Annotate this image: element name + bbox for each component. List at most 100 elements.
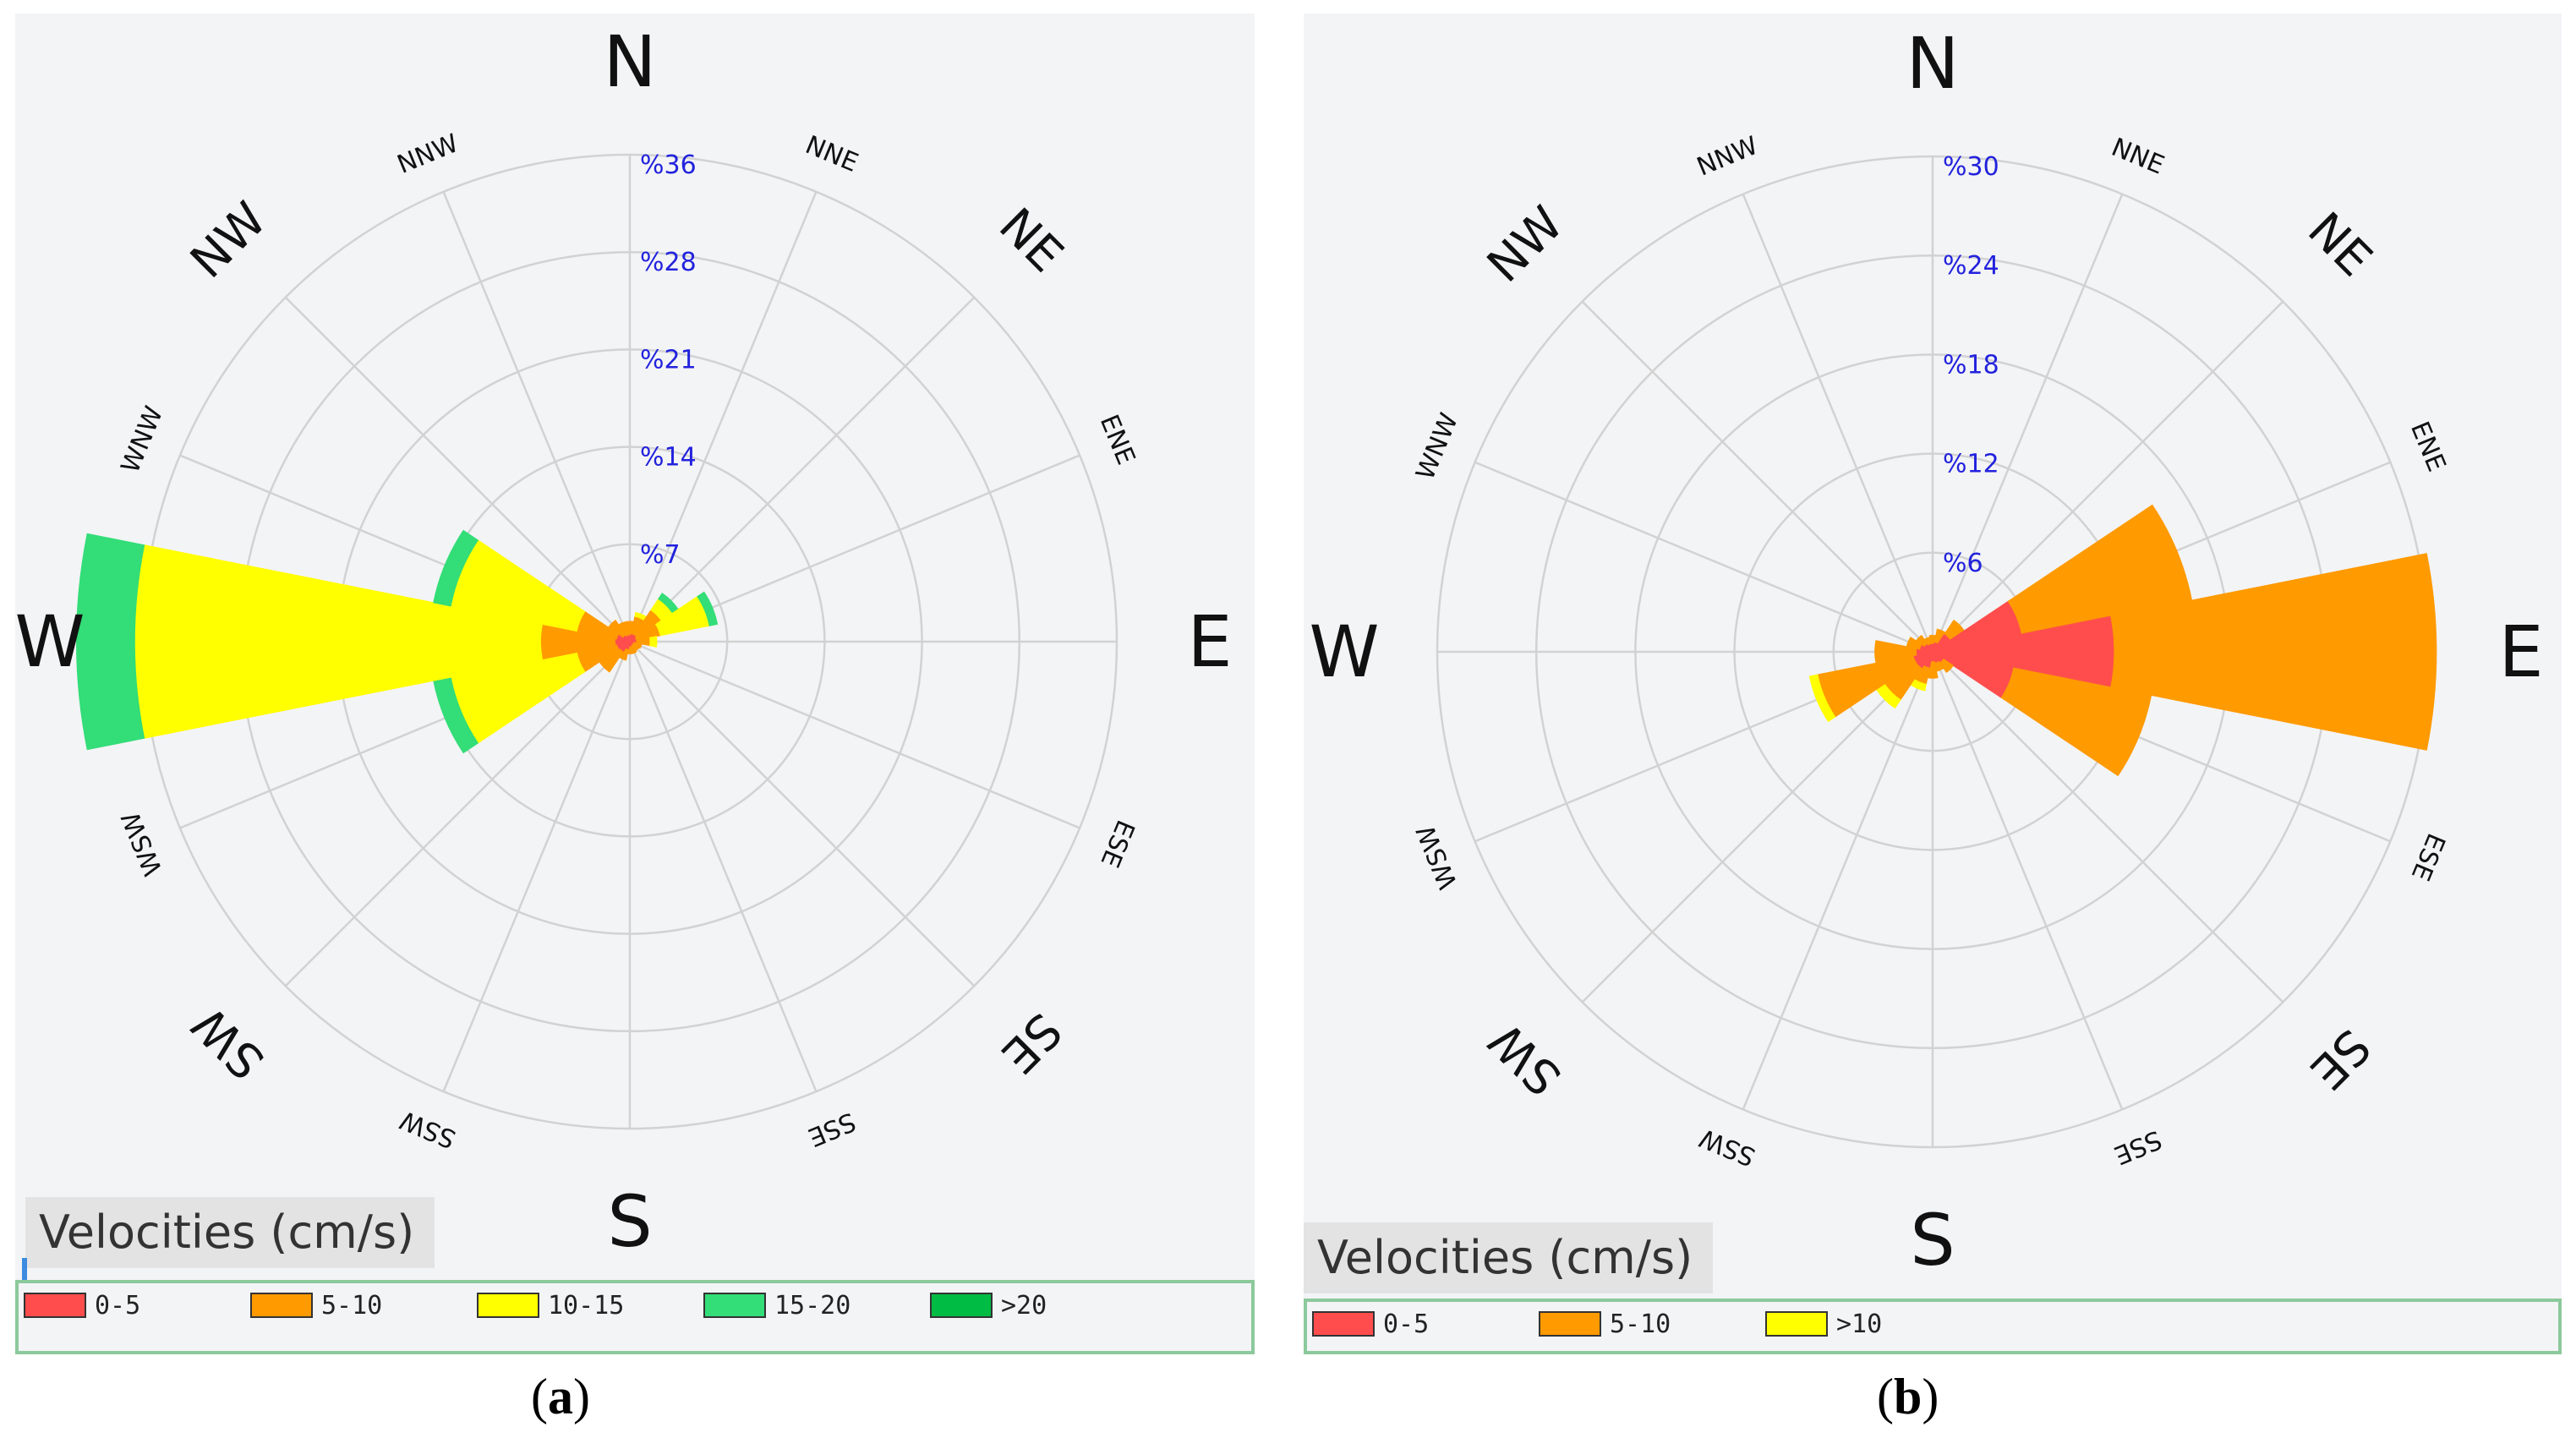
velocities-title: Velocities (cm/s) xyxy=(1304,1222,1714,1293)
wind-rose-chart-b: %6 %12 %18 %24 %30 N NNE NE ENE E ESE SE SSE S SSW SW WS… xyxy=(1309,22,2543,1282)
direction-label: ENE xyxy=(1094,411,1140,469)
direction-label: SSW xyxy=(1695,1123,1759,1172)
radial-tick-label: %28 xyxy=(640,248,697,277)
grid-spoke xyxy=(1932,300,2284,653)
bar-NNW-5-10 xyxy=(1923,637,1932,646)
bar-WSW->10 xyxy=(1808,674,1836,723)
direction-label: WNW xyxy=(116,402,170,478)
wind-rose-chart-a: %7 %14 %21 %28 %36 N NNE NE ENE E ESE SE SSE S SSW SW WS… xyxy=(15,20,1233,1263)
direction-label: SSW xyxy=(396,1104,460,1153)
polar-grid xyxy=(1436,155,2430,1149)
legend-item: >20 xyxy=(930,1288,1047,1322)
direction-label: NNE xyxy=(2107,133,2168,181)
direction-label: SSE xyxy=(2110,1124,2166,1170)
direction-label: SW xyxy=(182,996,275,1089)
wind-rose-panel-b: %6 %12 %18 %24 %30 N NNE NE ENE E ESE SE SSE S SSW SW WS… xyxy=(1304,14,2562,1354)
legend-label: 15-20 xyxy=(774,1290,851,1321)
grid-spoke xyxy=(1742,651,1934,1110)
direction-label: WNW xyxy=(1410,409,1464,484)
legend-label: >20 xyxy=(1001,1290,1047,1321)
radial-tick-label: %24 xyxy=(1943,251,1999,281)
wind-rose-bars xyxy=(1808,504,2437,777)
wind-rose-panel-a: %7 %14 %21 %28 %36 N NNE NE ENE E ESE SE SSE S SSW SW WS… xyxy=(15,14,1255,1354)
radial-tick-label: %6 xyxy=(1943,549,1983,578)
bar-ESE-5-10 xyxy=(2000,667,2152,777)
bar-WNW-15-20 xyxy=(433,529,479,607)
direction-label: ENE xyxy=(2404,418,2451,476)
legend-swatch xyxy=(250,1293,313,1318)
radial-tick-label: %7 xyxy=(640,540,681,570)
radial-tick-labels: %6 %12 %18 %24 %30 xyxy=(1943,152,1999,578)
direction-label: SE xyxy=(990,1002,1071,1083)
direction-label: NNW xyxy=(1693,131,1762,183)
legend-label: 0-5 xyxy=(1383,1309,1430,1339)
radial-tick-label: %21 xyxy=(640,345,697,375)
direction-label: E xyxy=(1187,600,1232,683)
grid-spoke xyxy=(629,296,976,642)
legend-item: 10-15 xyxy=(477,1288,624,1322)
grid-spoke xyxy=(284,641,631,987)
grid-spoke xyxy=(629,640,1080,829)
cursor-marker xyxy=(22,1258,27,1280)
grid-spoke xyxy=(1931,194,2124,653)
direction-label: W xyxy=(15,600,85,683)
direction-label: E xyxy=(2498,610,2543,693)
legend-item: 0-5 xyxy=(1312,1307,1429,1341)
legend-label: 10-15 xyxy=(548,1290,625,1321)
legend-swatch xyxy=(1765,1311,1828,1337)
direction-label: NW xyxy=(1477,196,1574,293)
bar-ENE-15-20 xyxy=(697,591,719,626)
radial-tick-labels: %7 %14 %21 %28 %36 xyxy=(640,150,697,570)
direction-label: NNE xyxy=(801,130,862,178)
legend-swatch xyxy=(703,1293,766,1318)
legend-swatch xyxy=(1539,1311,1601,1337)
grid-spoke xyxy=(442,191,632,642)
direction-label: ESE xyxy=(1094,816,1140,872)
wind-rose-bars xyxy=(76,529,719,754)
radial-tick-label: %18 xyxy=(1943,350,1999,380)
velocity-legend: 0-5 5-10 10-15 15-20 >20 xyxy=(15,1280,1255,1354)
legend-item: 5-10 xyxy=(250,1288,382,1322)
grid-spoke xyxy=(1474,461,1933,653)
direction-label: NNW xyxy=(393,128,462,180)
radial-tick-label: %14 xyxy=(640,443,697,473)
direction-label: N xyxy=(1906,22,1960,105)
grid-spoke xyxy=(284,296,631,642)
velocities-title: Velocities (cm/s) xyxy=(25,1197,435,1268)
legend-swatch xyxy=(24,1293,86,1318)
direction-label: NE xyxy=(988,198,1074,283)
direction-label: SSE xyxy=(804,1106,860,1151)
legend-item: >10 xyxy=(1765,1307,1882,1341)
direction-label: NE xyxy=(2297,202,2382,287)
grid-spoke xyxy=(1931,651,2124,1110)
grid-spoke xyxy=(628,191,818,642)
velocity-legend: 0-5 5-10 >10 xyxy=(1304,1299,2562,1354)
legend-item: 15-20 xyxy=(703,1288,850,1322)
grid-spoke xyxy=(628,641,818,1092)
bar-E-10-15 xyxy=(648,636,658,648)
radial-tick-label: %30 xyxy=(1943,152,1999,182)
legend-swatch xyxy=(477,1293,539,1318)
caption-b: (b) xyxy=(1877,1369,1939,1424)
legend-item: 0-5 xyxy=(24,1288,140,1322)
radial-tick-label: %36 xyxy=(640,150,697,180)
grid-spoke xyxy=(1742,194,1934,653)
grid-spoke xyxy=(1581,300,1933,653)
legend-swatch xyxy=(930,1293,993,1318)
caption-a: (a) xyxy=(531,1369,590,1424)
direction-label: S xyxy=(607,1180,652,1263)
direction-label: WSW xyxy=(116,807,168,880)
legend-label: 5-10 xyxy=(1610,1309,1671,1339)
direction-label: SE xyxy=(2299,1018,2380,1099)
legend-label: 0-5 xyxy=(95,1290,141,1321)
grid-spoke xyxy=(442,641,632,1092)
grid-spoke xyxy=(1581,651,1933,1003)
legend-swatch xyxy=(1312,1311,1375,1337)
legend-label: >10 xyxy=(1836,1309,1883,1339)
bar-W-15-20 xyxy=(76,533,145,751)
direction-label: SW xyxy=(1479,1012,1572,1105)
legend-item: 5-10 xyxy=(1539,1307,1671,1341)
grid-spoke xyxy=(1932,651,2284,1003)
direction-label: W xyxy=(1309,610,1379,693)
direction-label: WSW xyxy=(1411,821,1463,894)
